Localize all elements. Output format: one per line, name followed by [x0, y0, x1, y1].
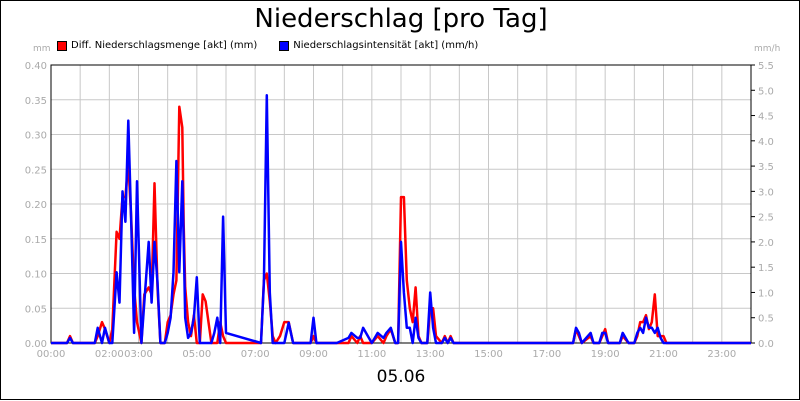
x-tick-label: 23:00	[707, 349, 736, 360]
series-line-intensity	[51, 94, 751, 345]
legend-swatch-blue	[279, 40, 290, 51]
legend-swatch-red	[57, 40, 67, 51]
legend-item-intensity: Niederschlagsintensität [akt] (mm/h)	[279, 40, 478, 51]
x-tick-label: 21:00	[649, 349, 678, 360]
y-tick-left: 0.20	[25, 200, 47, 211]
y-tick-right: 1.0	[758, 288, 774, 299]
x-tick-label: 13:00	[416, 349, 445, 360]
legend-label-amount: Diff. Niederschlagsmenge [akt] (mm)	[71, 40, 258, 51]
y-tick-left: 0.30	[25, 131, 47, 142]
x-tick-label: 02:00	[95, 349, 124, 360]
y-tick-right: 4.5	[758, 112, 774, 123]
y-tick-right: 3.5	[758, 162, 774, 173]
legend-label-intensity: Niederschlagsintensität [akt] (mm/h)	[293, 40, 479, 51]
x-tick-label: 09:00	[299, 349, 328, 360]
date-label: 05.06	[376, 367, 426, 387]
x-tick-label: 19:00	[591, 349, 620, 360]
y-tick-right: 1.5	[758, 263, 774, 274]
y-tick-left: 0.25	[25, 165, 47, 176]
x-tick-label: 07:00	[241, 349, 270, 360]
y-tick-right: 5.5	[758, 61, 774, 72]
x-tick-label: 00:00	[37, 349, 66, 360]
y-tick-left: 0.10	[25, 270, 47, 281]
x-tick-label: 17:00	[532, 349, 561, 360]
y-tick-left: 0.00	[25, 339, 47, 350]
y-tick-right: 0.0	[758, 339, 774, 350]
chart-legend: Diff. Niederschlagsmenge [akt] (mm) Nied…	[57, 40, 478, 51]
y-tick-right: 2.0	[758, 238, 774, 249]
y-tick-left: 0.15	[25, 235, 47, 246]
x-tick-label: 03:00	[124, 349, 153, 360]
y-tick-right: 0.5	[758, 314, 774, 325]
chart-title: Niederschlag [pro Tag]	[254, 4, 548, 34]
right-axis-unit: mm/h	[754, 44, 781, 54]
plot-area-border	[50, 64, 752, 344]
y-tick-right: 5.0	[758, 86, 774, 97]
y-tick-left: 0.05	[25, 304, 47, 315]
y-tick-left: 0.40	[25, 61, 47, 72]
left-axis-unit: mm	[33, 44, 51, 54]
y-tick-right: 2.5	[758, 213, 774, 224]
y-tick-right: 4.0	[758, 137, 774, 148]
legend-item-amount: Diff. Niederschlagsmenge [akt] (mm)	[57, 40, 257, 51]
y-tick-right: 3.0	[758, 187, 774, 198]
x-tick-label: 11:00	[357, 349, 386, 360]
x-tick-label: 05:00	[182, 349, 211, 360]
y-tick-left: 0.35	[25, 96, 47, 107]
x-tick-label: 15:00	[474, 349, 503, 360]
